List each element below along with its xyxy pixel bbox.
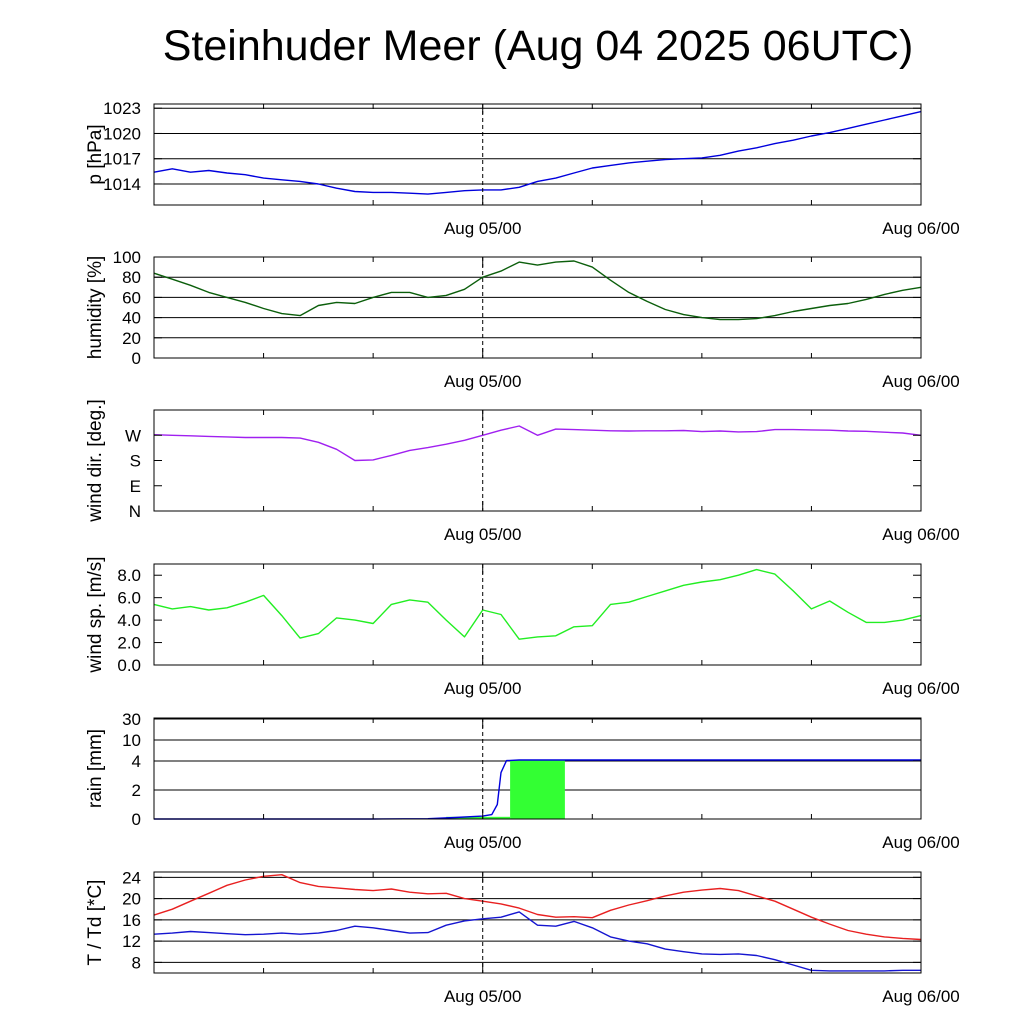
rain-bar <box>510 760 565 819</box>
humidity-ylabel: humidity [%] <box>85 256 106 359</box>
humidity-ytick-label: 0 <box>132 349 141 368</box>
windspeed-ytick-label: 6.0 <box>117 589 141 608</box>
windspeed-ytick-label: 0.0 <box>117 656 141 675</box>
winddir-series-line-0 <box>153 425 922 462</box>
winddir-ytick-label: N <box>129 502 141 521</box>
windspeed-xtick-label: Aug 05/00 <box>444 679 522 698</box>
humidity-ytick-label: 20 <box>122 329 141 348</box>
pressure-xtick-label: Aug 05/00 <box>444 219 522 238</box>
pressure-series-line-0 <box>153 110 922 195</box>
pressure-plot-frame <box>153 103 922 206</box>
pressure-xtick-label: Aug 06/00 <box>882 219 960 238</box>
temperature-ylabel: T / Td [*C] <box>85 880 106 966</box>
rain-ytick-label: 4 <box>132 752 141 771</box>
humidity-ytick-label: 80 <box>122 268 141 287</box>
humidity-series-line-0 <box>153 260 922 321</box>
temperature-ytick-label: 24 <box>122 868 141 887</box>
rain-ytick-label: 2 <box>132 781 141 800</box>
rain-ytick-label: 0 <box>132 810 141 829</box>
temperature-xtick-label: Aug 05/00 <box>444 987 522 1006</box>
rain-xtick-label: Aug 06/00 <box>882 833 960 852</box>
rain-ytick-label: 30 <box>122 710 141 729</box>
rain-ytick-label: 10 <box>122 731 141 750</box>
winddir-ytick-label: E <box>130 477 141 496</box>
windspeed-series-line-0 <box>153 568 922 640</box>
temperature-ytick-label: 12 <box>122 932 141 951</box>
rain-xtick-label: Aug 05/00 <box>444 833 522 852</box>
winddir-ytick-label: S <box>130 452 141 471</box>
temperature-ytick-label: 16 <box>122 911 141 930</box>
humidity-xtick-label: Aug 06/00 <box>882 372 960 391</box>
pressure-ytick-label: 1020 <box>103 124 141 143</box>
rain-plot-frame <box>153 717 922 820</box>
temperature-ytick-label: 20 <box>122 890 141 909</box>
temperature-plot-frame <box>153 871 922 974</box>
humidity-xtick-label: Aug 05/00 <box>444 372 522 391</box>
pressure-ytick-label: 1014 <box>103 175 141 194</box>
windspeed-ytick-label: 8.0 <box>117 566 141 585</box>
temperature-xtick-label: Aug 06/00 <box>882 987 960 1006</box>
temperature-series-line-0 <box>153 874 922 941</box>
windspeed-ytick-label: 2.0 <box>117 634 141 653</box>
windspeed-ytick-label: 4.0 <box>117 611 141 630</box>
windspeed-xtick-label: Aug 06/00 <box>882 679 960 698</box>
winddir-xtick-label: Aug 05/00 <box>444 525 522 544</box>
humidity-ytick-label: 100 <box>113 248 141 267</box>
winddir-xtick-label: Aug 06/00 <box>882 525 960 544</box>
humidity-ytick-label: 40 <box>122 309 141 328</box>
windspeed-plot-frame <box>153 563 922 666</box>
temperature-series-line-1 <box>153 911 921 972</box>
pressure-ytick-label: 1023 <box>103 99 141 118</box>
pressure-ytick-label: 1017 <box>103 150 141 169</box>
winddir-plot-frame <box>153 409 922 512</box>
pressure-ylabel: p [hPa] <box>85 124 106 184</box>
rain-ylabel: rain [mm] <box>85 729 106 808</box>
temperature-ytick-label: 8 <box>132 953 141 972</box>
winddir-ytick-label: W <box>125 426 141 445</box>
rain-bar <box>446 816 511 819</box>
windspeed-ylabel: wind sp. [m/s] <box>85 556 106 673</box>
humidity-ytick-label: 60 <box>122 288 141 307</box>
humidity-plot-frame <box>153 256 922 359</box>
chart-title: Steinhuder Meer (Aug 04 2025 06UTC) <box>162 22 914 70</box>
winddir-ylabel: wind dir. [deg.] <box>85 399 106 523</box>
